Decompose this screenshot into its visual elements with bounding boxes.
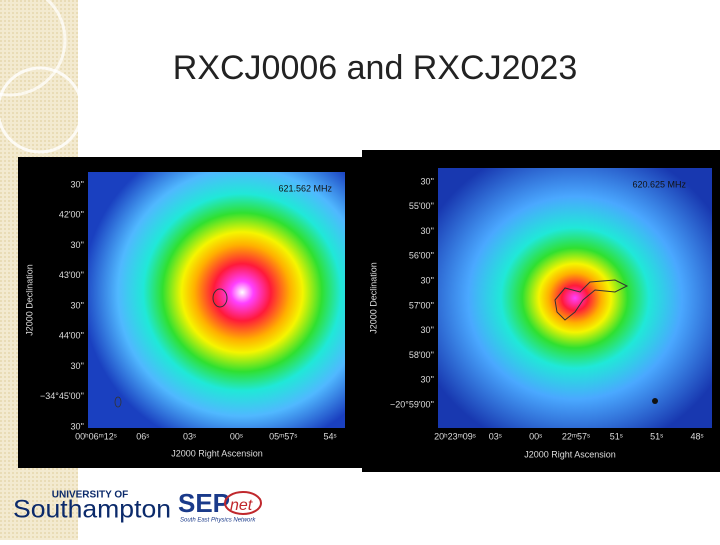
y-tick-label: 56'00'' <box>409 251 434 261</box>
y-tick-label: 30'' <box>71 179 85 189</box>
x-tick-label: 00ˢ <box>529 431 542 441</box>
x-tick-label: 03ˢ <box>183 431 196 441</box>
x-tick-label: 20ʰ23ᵐ09ˢ <box>434 431 476 441</box>
x-tick-label: 48ˢ <box>690 431 703 441</box>
y-tick-label: 57'00'' <box>409 300 434 310</box>
x-tick-label: 51ˢ <box>610 431 623 441</box>
y-tick-label: −20°59'00'' <box>390 399 434 409</box>
x-tick-label: 05ᵐ57ˢ <box>269 431 297 441</box>
y-tick-label: 30'' <box>421 226 435 236</box>
y-tick-label: 30'' <box>71 421 85 431</box>
logo-text: South East Physics Network <box>180 518 256 524</box>
frequency-label: 620.625 MHz <box>632 179 686 189</box>
y-tick-label: 55'00'' <box>409 201 434 211</box>
x-tick-label: 06ˢ <box>136 431 149 441</box>
y-tick-label: 58'00'' <box>409 350 434 360</box>
slide-title: RXCJ0006 and RXCJ2023 <box>173 49 577 87</box>
x-axis-label: J2000 Right Ascension <box>171 448 263 458</box>
y-tick-label: 30'' <box>71 240 85 250</box>
x-tick-label: 00ʰ06ᵐ12ˢ <box>75 431 117 441</box>
y-tick-label: 30'' <box>71 300 85 310</box>
x-tick-label: 03ˢ <box>489 431 502 441</box>
y-tick-label: 30'' <box>421 375 435 385</box>
y-tick-label: 30'' <box>421 275 435 285</box>
x-tick-label: 51ˢ <box>650 431 663 441</box>
y-tick-label: 30'' <box>421 176 435 186</box>
panel-right <box>362 150 720 472</box>
logo-southampton: UNIVERSITY OF Southampton <box>13 490 171 524</box>
y-tick-label: 30'' <box>421 325 435 335</box>
y-tick-label: −34°45'00'' <box>40 391 84 401</box>
frequency-label: 621.562 MHz <box>278 183 332 193</box>
x-tick-label: 54ˢ <box>323 431 336 441</box>
logo-text: UNIVERSITY OF <box>52 490 129 501</box>
y-tick-label: 30'' <box>71 361 85 371</box>
logo-text: SEP <box>178 488 230 518</box>
x-tick-label: 00ˢ <box>230 431 243 441</box>
x-axis-label: J2000 Right Ascension <box>524 449 616 459</box>
logo-text: Southampton <box>13 496 171 524</box>
x-tick-label: 22ᵐ57ˢ <box>562 431 590 441</box>
y-axis-label: J2000 Declination <box>24 264 34 336</box>
logo-text: net <box>230 497 253 514</box>
decor-circle <box>0 66 84 154</box>
y-axis-label: J2000 Declination <box>368 262 378 334</box>
decor-circle <box>0 0 67 97</box>
y-tick-label: 42'00'' <box>59 210 84 220</box>
y-tick-label: 43'00'' <box>59 270 84 280</box>
panel-left <box>18 157 362 468</box>
logo-sepnet: SEP net South East Physics Network <box>178 488 262 524</box>
y-tick-label: 44'00'' <box>59 331 84 341</box>
